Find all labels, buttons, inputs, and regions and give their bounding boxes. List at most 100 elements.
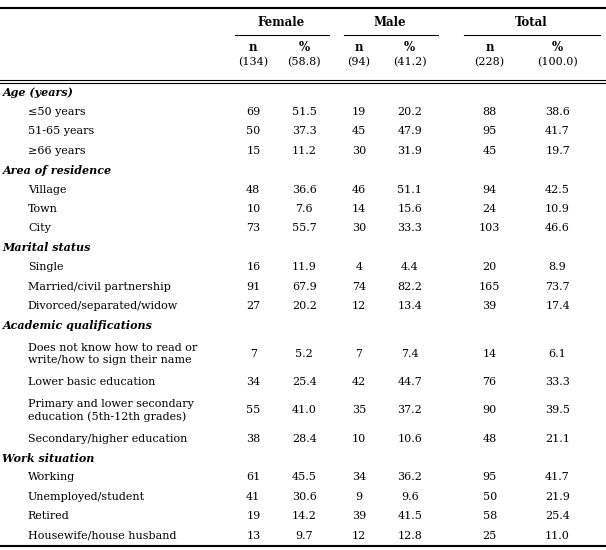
Text: 48: 48 xyxy=(482,433,497,443)
Text: (228): (228) xyxy=(474,57,505,67)
Text: 30: 30 xyxy=(351,223,366,234)
Text: 4.4: 4.4 xyxy=(401,262,419,272)
Text: 55.7: 55.7 xyxy=(292,223,316,234)
Text: n: n xyxy=(485,41,494,54)
Text: 25.4: 25.4 xyxy=(291,377,317,387)
Text: (100.0): (100.0) xyxy=(537,57,578,67)
Text: Age (years): Age (years) xyxy=(2,87,73,98)
Text: Female: Female xyxy=(258,16,305,29)
Text: 10.6: 10.6 xyxy=(397,433,422,443)
Text: 7: 7 xyxy=(250,349,257,359)
Text: 51.1: 51.1 xyxy=(397,185,422,195)
Text: 50: 50 xyxy=(482,492,497,502)
Text: 58: 58 xyxy=(482,512,497,521)
Text: 36.2: 36.2 xyxy=(397,472,422,482)
Text: 47.9: 47.9 xyxy=(398,126,422,136)
Text: 73: 73 xyxy=(246,223,261,234)
Text: 31.9: 31.9 xyxy=(397,146,422,156)
Text: 6.1: 6.1 xyxy=(548,349,567,359)
Text: Retired: Retired xyxy=(28,512,70,521)
Text: Male: Male xyxy=(374,16,407,29)
Text: 103: 103 xyxy=(479,223,501,234)
Text: 50: 50 xyxy=(246,126,261,136)
Text: 20.2: 20.2 xyxy=(397,107,422,117)
Text: 9: 9 xyxy=(355,492,362,502)
Text: 12: 12 xyxy=(351,531,366,541)
Text: 34: 34 xyxy=(246,377,261,387)
Text: 33.3: 33.3 xyxy=(545,377,570,387)
Text: ≥66 years: ≥66 years xyxy=(28,146,85,156)
Text: 15: 15 xyxy=(246,146,261,156)
Text: 19: 19 xyxy=(351,107,366,117)
Text: 42.5: 42.5 xyxy=(545,185,570,195)
Text: 21.1: 21.1 xyxy=(545,433,570,443)
Text: 55: 55 xyxy=(246,405,261,415)
Text: 19: 19 xyxy=(246,512,261,521)
Text: 95: 95 xyxy=(482,126,497,136)
Text: 19.7: 19.7 xyxy=(545,146,570,156)
Text: Working: Working xyxy=(28,472,75,482)
Text: 13.4: 13.4 xyxy=(397,301,422,311)
Text: 88: 88 xyxy=(482,107,497,117)
Text: City: City xyxy=(28,223,51,234)
Text: Town: Town xyxy=(28,204,58,214)
Text: 13: 13 xyxy=(246,531,261,541)
Text: 46.6: 46.6 xyxy=(545,223,570,234)
Text: 41.7: 41.7 xyxy=(545,472,570,482)
Text: 5.2: 5.2 xyxy=(295,349,313,359)
Text: Divorced/separated/widow: Divorced/separated/widow xyxy=(28,301,178,311)
Text: (134): (134) xyxy=(238,57,268,67)
Text: 7.6: 7.6 xyxy=(295,204,313,214)
Text: 11.0: 11.0 xyxy=(545,531,570,541)
Text: Total: Total xyxy=(515,16,547,29)
Text: ≤50 years: ≤50 years xyxy=(28,107,85,117)
Text: 9.7: 9.7 xyxy=(295,531,313,541)
Text: 90: 90 xyxy=(482,405,497,415)
Text: 48: 48 xyxy=(246,185,261,195)
Text: 28.4: 28.4 xyxy=(291,433,317,443)
Text: 34: 34 xyxy=(351,472,366,482)
Text: %: % xyxy=(299,41,310,54)
Text: 15.6: 15.6 xyxy=(397,204,422,214)
Text: 45: 45 xyxy=(482,146,497,156)
Text: 10: 10 xyxy=(246,204,261,214)
Text: 46: 46 xyxy=(351,185,366,195)
Text: 7.4: 7.4 xyxy=(401,349,419,359)
Text: 25: 25 xyxy=(482,531,497,541)
Text: 20.2: 20.2 xyxy=(291,301,317,311)
Text: 14.2: 14.2 xyxy=(291,512,317,521)
Text: 42: 42 xyxy=(351,377,366,387)
Text: 39: 39 xyxy=(351,512,366,521)
Text: Village: Village xyxy=(28,185,67,195)
Text: 45.5: 45.5 xyxy=(291,472,317,482)
Text: (58.8): (58.8) xyxy=(287,57,321,67)
Text: Work situation: Work situation xyxy=(2,453,95,464)
Text: (41.2): (41.2) xyxy=(393,57,427,67)
Text: 27: 27 xyxy=(246,301,261,311)
Text: Lower basic education: Lower basic education xyxy=(28,377,155,387)
Text: 82.2: 82.2 xyxy=(397,282,422,292)
Text: Does not know how to read or
write/how to sign their name: Does not know how to read or write/how t… xyxy=(28,343,197,365)
Text: 20: 20 xyxy=(482,262,497,272)
Text: 11.9: 11.9 xyxy=(291,262,317,272)
Text: Single: Single xyxy=(28,262,64,272)
Text: 41.5: 41.5 xyxy=(397,512,422,521)
Text: %: % xyxy=(404,41,415,54)
Text: Area of residence: Area of residence xyxy=(2,164,112,175)
Text: %: % xyxy=(552,41,563,54)
Text: 25.4: 25.4 xyxy=(545,512,570,521)
Text: 14: 14 xyxy=(482,349,497,359)
Text: 10.9: 10.9 xyxy=(545,204,570,214)
Text: 38: 38 xyxy=(246,433,261,443)
Text: 73.7: 73.7 xyxy=(545,282,570,292)
Text: 11.2: 11.2 xyxy=(291,146,317,156)
Text: 69: 69 xyxy=(246,107,261,117)
Text: 35: 35 xyxy=(351,405,366,415)
Text: (94): (94) xyxy=(347,57,370,67)
Text: 14: 14 xyxy=(351,204,366,214)
Text: 38.6: 38.6 xyxy=(545,107,570,117)
Text: Academic qualifications: Academic qualifications xyxy=(2,320,152,331)
Text: 33.3: 33.3 xyxy=(397,223,422,234)
Text: 51.5: 51.5 xyxy=(291,107,317,117)
Text: 12: 12 xyxy=(351,301,366,311)
